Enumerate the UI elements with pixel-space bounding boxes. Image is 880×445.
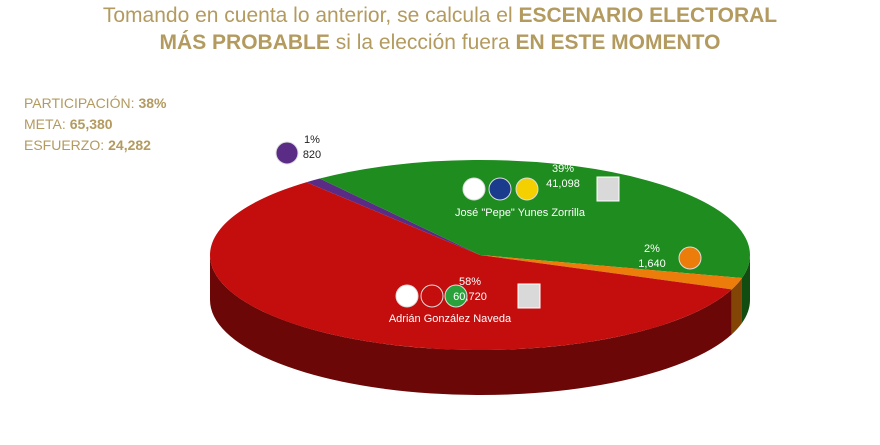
- title-part: EN ESTE MOMENTO: [515, 31, 720, 54]
- stat-label: PARTICIPACIÓN:: [24, 95, 134, 111]
- title-part: MÁS PROBABLE: [160, 31, 330, 54]
- party-logo: [488, 177, 512, 201]
- party-logo: [462, 177, 486, 201]
- party-logo: [444, 284, 468, 308]
- title-line: Tomando en cuenta lo anterior, se calcul…: [103, 4, 777, 27]
- candidate-name: Adrián González Naveda: [389, 313, 512, 325]
- party-logo: [515, 177, 539, 201]
- stat-value: 65,380: [70, 116, 113, 132]
- stat: META: 65,380: [24, 116, 113, 132]
- slice: [319, 160, 750, 278]
- slice-side: [731, 277, 742, 335]
- stat-label: ESFUERZO:: [24, 137, 104, 153]
- party-logo: [395, 284, 419, 308]
- count-label: 41,098: [546, 178, 580, 190]
- slice-side: [741, 255, 750, 323]
- count-label: 1,640: [638, 258, 666, 270]
- stat-value: 38%: [138, 95, 167, 111]
- title-part: si la elección fuera: [330, 31, 516, 54]
- slice: [480, 255, 742, 290]
- title-part: ESCENARIO ELECTORAL: [518, 4, 777, 27]
- slice: [209, 182, 732, 351]
- count-label: 820: [303, 149, 321, 161]
- party-logo: [275, 141, 299, 165]
- value-label: 1%: [304, 134, 320, 146]
- party-logo: [420, 284, 444, 308]
- stat: PARTICIPACIÓN: 38%: [24, 95, 167, 111]
- value-label: 39%: [552, 163, 574, 175]
- stat-value: 24,282: [108, 137, 151, 153]
- candidate-photo: [596, 176, 620, 202]
- title-line: MÁS PROBABLE si la elección fuera EN EST…: [160, 31, 721, 54]
- candidate-name: José "Pepe" Yunes Zorrilla: [455, 207, 586, 219]
- slice: [306, 178, 480, 255]
- value-label: 2%: [644, 243, 660, 255]
- party-logo: [678, 246, 702, 270]
- slice-side: [210, 255, 732, 395]
- value-label: 58%: [459, 276, 481, 288]
- stat: ESFUERZO: 24,282: [24, 137, 151, 153]
- count-label: 60,720: [453, 291, 487, 303]
- candidate-photo: [517, 283, 541, 309]
- title-part: Tomando en cuenta lo anterior, se calcul…: [103, 4, 519, 27]
- stat-label: META:: [24, 116, 66, 132]
